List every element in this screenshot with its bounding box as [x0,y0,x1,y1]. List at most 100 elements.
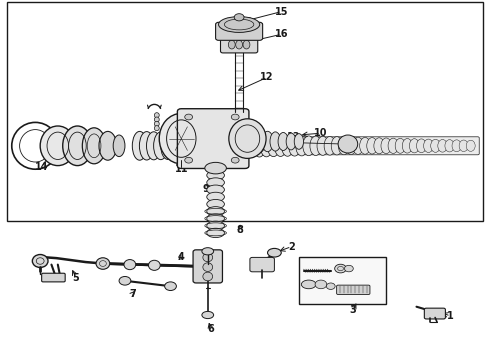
Ellipse shape [207,192,224,202]
Ellipse shape [154,126,159,131]
Ellipse shape [310,136,321,156]
Ellipse shape [274,135,287,157]
Text: 5: 5 [73,273,79,283]
Ellipse shape [438,139,447,152]
Ellipse shape [185,157,193,163]
Ellipse shape [203,272,213,281]
Ellipse shape [211,134,224,158]
Ellipse shape [295,136,308,156]
Text: 1: 1 [447,311,454,321]
Ellipse shape [395,138,405,153]
Ellipse shape [281,135,294,156]
Ellipse shape [203,253,213,262]
Ellipse shape [207,228,224,238]
Ellipse shape [207,178,224,187]
Ellipse shape [165,282,176,291]
Ellipse shape [331,137,343,155]
Text: 6: 6 [207,324,214,334]
Text: 16: 16 [275,29,289,39]
Ellipse shape [268,248,281,257]
Ellipse shape [159,113,203,164]
FancyBboxPatch shape [42,273,65,282]
Ellipse shape [154,121,159,126]
FancyBboxPatch shape [216,22,263,40]
Ellipse shape [352,137,364,154]
Ellipse shape [388,138,398,153]
Ellipse shape [262,131,273,152]
Ellipse shape [82,128,106,164]
Ellipse shape [207,207,224,216]
Text: 13: 13 [287,132,301,142]
Ellipse shape [229,119,266,158]
Ellipse shape [32,255,48,267]
Ellipse shape [315,280,327,289]
Ellipse shape [219,17,260,32]
Ellipse shape [203,133,217,158]
Ellipse shape [268,135,280,157]
Ellipse shape [202,311,214,319]
Ellipse shape [289,135,300,156]
Ellipse shape [286,133,296,150]
Ellipse shape [294,134,303,149]
Ellipse shape [236,40,243,49]
Ellipse shape [303,136,315,156]
Ellipse shape [317,136,328,155]
Ellipse shape [246,134,259,157]
Ellipse shape [232,134,245,158]
Text: 11: 11 [174,164,188,174]
Text: 7: 7 [129,289,136,299]
Ellipse shape [119,276,131,285]
Text: 12: 12 [260,72,274,82]
Ellipse shape [207,199,224,209]
Ellipse shape [335,264,346,273]
Ellipse shape [202,248,214,255]
Ellipse shape [452,140,461,152]
Ellipse shape [360,138,370,154]
Text: 10: 10 [314,128,328,138]
Ellipse shape [185,114,193,120]
Ellipse shape [431,139,440,152]
Ellipse shape [148,260,160,270]
Ellipse shape [326,283,335,289]
Ellipse shape [374,138,384,154]
Ellipse shape [338,135,358,153]
Ellipse shape [381,138,392,154]
Ellipse shape [239,134,252,157]
Ellipse shape [175,132,189,159]
Ellipse shape [466,140,475,152]
Ellipse shape [40,126,75,166]
Ellipse shape [218,134,231,158]
Bar [299,257,386,304]
Bar [7,2,483,221]
Ellipse shape [205,162,226,174]
Ellipse shape [182,133,196,159]
Ellipse shape [189,133,203,159]
Ellipse shape [254,131,266,152]
Ellipse shape [338,137,349,155]
Ellipse shape [96,258,110,269]
Ellipse shape [63,126,92,166]
Ellipse shape [207,214,224,223]
Ellipse shape [445,140,454,152]
Text: 3: 3 [349,305,356,315]
Ellipse shape [207,171,224,180]
Text: 8: 8 [237,225,244,235]
Ellipse shape [231,114,239,120]
FancyBboxPatch shape [220,36,258,53]
Ellipse shape [124,260,136,270]
Ellipse shape [231,157,239,163]
Ellipse shape [367,138,377,154]
Text: 15: 15 [275,6,289,17]
Ellipse shape [196,133,210,158]
Text: 9: 9 [202,184,209,194]
Ellipse shape [113,135,125,157]
Ellipse shape [459,140,468,152]
Ellipse shape [324,136,336,155]
FancyBboxPatch shape [138,137,479,155]
Ellipse shape [132,131,147,160]
Ellipse shape [278,132,288,150]
FancyBboxPatch shape [177,109,249,168]
Ellipse shape [147,132,161,160]
Ellipse shape [168,132,182,159]
Ellipse shape [203,263,213,271]
